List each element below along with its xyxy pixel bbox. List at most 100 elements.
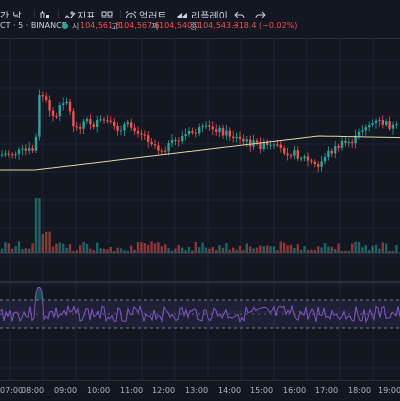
time-axis[interactable]: 07:00 08:00 09:00 10:00 11:00 12:00 13:0… — [0, 380, 400, 401]
volume-bar — [55, 243, 58, 253]
low-value: 104,540.0 — [159, 21, 200, 30]
time-tick: 17:00 — [315, 386, 339, 395]
volume-bar — [351, 243, 354, 253]
volume-bar — [58, 242, 61, 253]
candle-body — [242, 138, 245, 142]
volume-bar — [296, 244, 299, 253]
candle-body — [344, 140, 347, 143]
volume-bar — [221, 247, 225, 253]
candle-body — [357, 131, 361, 136]
volume-bar — [99, 248, 102, 253]
candle-body — [255, 140, 259, 143]
volume-bar — [245, 243, 248, 253]
candle-body — [245, 139, 248, 142]
candle-body — [351, 142, 354, 144]
volume-bar — [361, 247, 364, 253]
volume-bar — [96, 242, 99, 253]
replay-button[interactable]: 리플레이 — [191, 11, 228, 25]
candle-body — [204, 125, 208, 127]
candle-body — [96, 120, 99, 128]
candle-body — [381, 120, 384, 125]
moving-average-line — [0, 135, 400, 171]
candle-body — [337, 145, 340, 148]
candle-body — [75, 126, 78, 128]
volume-bar — [130, 245, 133, 253]
candle-body — [116, 126, 119, 131]
volume-bar — [218, 245, 221, 253]
candle-body — [228, 130, 231, 137]
volume-bar — [140, 242, 143, 253]
candle-body — [34, 136, 38, 151]
volume-bar — [72, 250, 75, 253]
candle-body — [323, 156, 327, 162]
volume-bar — [300, 249, 303, 253]
candle-body — [191, 130, 194, 133]
volume-bar — [109, 246, 112, 253]
candle-body — [174, 139, 177, 141]
volume-bar — [368, 250, 371, 253]
candle-body — [194, 132, 197, 134]
volume-bar — [388, 250, 391, 253]
volume-bar — [317, 246, 320, 253]
candle-body — [65, 101, 68, 104]
candle-body — [279, 144, 282, 148]
candle-body — [313, 161, 316, 165]
price-chart[interactable] — [0, 38, 400, 380]
candle-body — [51, 110, 55, 116]
candle-body — [364, 127, 367, 131]
volume-bar — [187, 246, 191, 253]
volume-bar — [313, 249, 316, 253]
volume-bar — [160, 246, 163, 253]
chart-grid — [0, 38, 400, 380]
market-open-indicator — [62, 23, 68, 29]
volume-bar — [337, 243, 340, 253]
alert-button[interactable]: 얼러트 — [139, 11, 167, 25]
candle-body — [249, 139, 252, 147]
volume-bar — [340, 250, 344, 253]
candle-body — [378, 120, 381, 122]
volume-bar — [286, 245, 289, 253]
candle-body — [123, 124, 126, 131]
volume-bar — [4, 242, 7, 253]
volume-bar — [204, 247, 208, 253]
volume-bar — [45, 231, 48, 253]
volume-bar — [208, 248, 211, 253]
volume-bar — [279, 241, 282, 253]
candle-body — [14, 154, 17, 156]
volume-bar — [395, 244, 398, 253]
volume-bar — [106, 249, 109, 253]
volume-bar — [136, 241, 140, 253]
candle-body — [28, 148, 31, 151]
candle-body — [0, 154, 4, 156]
candle-body — [201, 125, 204, 128]
candle-body — [41, 95, 44, 97]
candle-body — [126, 122, 129, 125]
volume-bar — [235, 249, 238, 253]
volume-bar — [28, 248, 31, 253]
volume-bar — [164, 244, 167, 253]
volume-bar — [262, 246, 265, 253]
candle-body — [215, 129, 218, 133]
close-label: 종 — [190, 22, 198, 31]
indicators-button[interactable]: 지표 — [77, 11, 95, 25]
candle-body — [58, 105, 61, 117]
symbol-legend: CT · 5 · BINANCE 시 104,561.8 고 104,567.6… — [0, 18, 400, 38]
candle-body — [198, 127, 201, 134]
time-tick: 08:00 — [21, 386, 45, 395]
volume-bar — [374, 244, 378, 253]
volume-bar — [310, 249, 313, 253]
candle-body — [310, 160, 313, 162]
time-tick: 09:00 — [54, 386, 78, 395]
symbol-name[interactable]: CT · 5 · BINANCE — [0, 21, 67, 30]
volume-bar — [391, 250, 395, 253]
volume-bar — [215, 250, 218, 253]
open-value: 104,561.8 — [80, 21, 121, 30]
time-tick: 10:00 — [87, 386, 111, 395]
candle-body — [218, 127, 221, 133]
volume-bar — [198, 247, 201, 253]
candle-body — [371, 123, 374, 125]
candle-body — [266, 142, 269, 145]
interval-selector[interactable]: 간 날 — [0, 11, 22, 25]
volume-bar — [31, 243, 34, 253]
time-tick: 07:00 — [0, 386, 24, 395]
